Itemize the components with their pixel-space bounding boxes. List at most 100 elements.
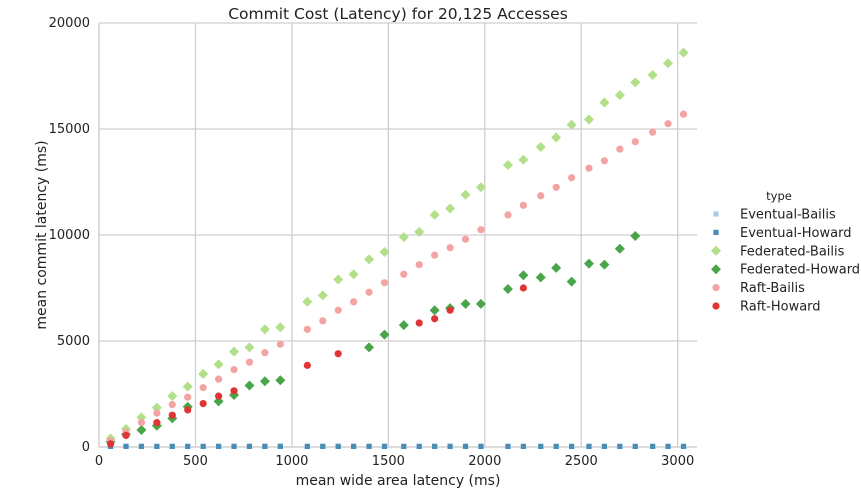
legend-label: Federated-Howard: [740, 263, 860, 278]
data-point-raft-bailis: [215, 375, 223, 383]
data-point-raft-howard: [153, 419, 161, 427]
data-point-eventual-howard: [246, 443, 253, 449]
data-point-raft-bailis: [585, 164, 593, 172]
data-point-eventual-howard: [416, 443, 422, 449]
data-point-eventual-howard: [553, 443, 559, 449]
data-point-federated-bailis: [275, 322, 286, 333]
data-point-federated-bailis: [599, 97, 610, 108]
x-tick-label: 1500: [372, 454, 405, 469]
data-point-federated-howard: [364, 342, 375, 353]
data-point-eventual-howard: [304, 443, 310, 449]
data-points: [105, 47, 689, 449]
legend-marker-raft-howard: [712, 302, 720, 310]
data-point-federated-howard: [599, 259, 610, 270]
data-point-federated-howard: [275, 375, 286, 386]
data-point-federated-bailis: [445, 203, 456, 214]
data-point-raft-bailis: [319, 317, 327, 325]
data-point-eventual-howard: [447, 443, 453, 449]
data-point-raft-howard: [334, 350, 342, 358]
data-point-raft-bailis: [461, 235, 470, 243]
data-point-raft-bailis: [649, 128, 657, 136]
data-point-raft-bailis: [477, 226, 485, 234]
data-point-raft-bailis: [334, 306, 342, 314]
series-eventual-howard: [107, 443, 687, 449]
data-point-raft-howard: [446, 306, 454, 314]
data-point-eventual-howard: [665, 443, 671, 449]
data-point-eventual-howard: [351, 443, 357, 449]
data-point-federated-bailis: [551, 132, 562, 143]
data-point-eventual-howard: [320, 443, 326, 449]
data-point-eventual-howard: [505, 443, 511, 449]
data-point-federated-bailis: [518, 154, 529, 165]
data-point-raft-howard: [303, 361, 311, 369]
x-tick-label: 0: [95, 454, 103, 469]
data-point-raft-bailis: [537, 192, 545, 200]
data-point-eventual-howard: [262, 443, 268, 449]
data-point-federated-howard: [460, 298, 471, 309]
data-point-federated-bailis: [647, 69, 658, 80]
data-point-raft-howard: [106, 440, 115, 448]
data-point-eventual-howard: [231, 443, 237, 449]
data-point-federated-howard: [244, 380, 255, 391]
data-point-federated-howard: [398, 320, 409, 331]
data-point-raft-bailis: [568, 174, 576, 182]
data-point-eventual-howard: [680, 443, 687, 449]
data-point-federated-howard: [614, 243, 625, 254]
data-point-raft-bailis: [415, 261, 423, 269]
data-point-federated-howard: [551, 262, 562, 273]
legend-item-eventual-howard[interactable]: Eventual-Howard: [713, 226, 851, 241]
data-point-federated-bailis: [244, 342, 255, 353]
data-point-raft-bailis: [504, 211, 512, 219]
data-point-eventual-howard: [617, 443, 623, 449]
legend-item-federated-howard[interactable]: Federated-Howard: [711, 263, 860, 278]
data-point-federated-howard: [583, 258, 594, 269]
data-point-federated-bailis: [379, 246, 390, 257]
legend-item-federated-bailis[interactable]: Federated-Bailis: [711, 244, 845, 259]
data-point-eventual-howard: [169, 443, 175, 449]
data-point-eventual-howard: [366, 443, 372, 449]
data-point-raft-howard: [230, 387, 238, 395]
data-point-eventual-howard: [185, 443, 191, 449]
data-point-raft-bailis: [230, 366, 238, 374]
data-point-raft-bailis: [446, 244, 454, 252]
data-point-raft-howard: [184, 406, 192, 414]
data-point-raft-bailis: [184, 393, 192, 401]
data-point-raft-bailis: [199, 384, 207, 392]
data-point-federated-bailis: [167, 391, 178, 402]
data-point-federated-bailis: [630, 77, 641, 88]
data-point-federated-bailis: [151, 402, 162, 413]
data-point-eventual-howard: [335, 443, 341, 449]
data-point-federated-bailis: [414, 226, 425, 237]
grid-lines: [98, 22, 697, 448]
x-tick-label: 500: [183, 454, 208, 469]
data-point-raft-bailis: [600, 157, 609, 165]
y-tick-label: 15000: [49, 122, 90, 137]
legend-item-eventual-bailis[interactable]: Eventual-Bailis: [713, 208, 836, 223]
legend-item-raft-howard[interactable]: Raft-Howard: [712, 300, 821, 315]
legend-item-raft-bailis[interactable]: Raft-Bailis: [712, 281, 805, 296]
data-point-eventual-howard: [401, 443, 407, 449]
data-point-raft-howard: [519, 284, 527, 292]
legend[interactable]: type Eventual-Bailis Eventual-Howard Feder…: [711, 189, 860, 315]
data-point-raft-howard: [122, 431, 130, 439]
data-point-federated-howard: [136, 425, 147, 436]
x-tick-label: 2000: [468, 454, 501, 469]
data-point-federated-howard: [518, 270, 529, 281]
data-point-federated-bailis: [583, 114, 594, 125]
data-point-federated-bailis: [678, 47, 689, 58]
data-point-federated-bailis: [348, 269, 359, 280]
data-point-federated-bailis: [535, 142, 546, 153]
data-point-eventual-howard: [586, 443, 592, 449]
data-point-raft-bailis: [350, 298, 358, 306]
data-point-raft-howard: [415, 319, 423, 327]
legend-label: Eventual-Bailis: [740, 208, 836, 223]
data-point-raft-bailis: [261, 349, 269, 357]
data-point-eventual-howard: [277, 443, 283, 449]
data-point-raft-bailis: [631, 138, 639, 146]
data-point-raft-bailis: [168, 401, 176, 409]
legend-marker-federated-howard: [711, 264, 721, 275]
data-point-federated-bailis: [663, 58, 674, 69]
data-point-raft-howard: [199, 399, 207, 408]
